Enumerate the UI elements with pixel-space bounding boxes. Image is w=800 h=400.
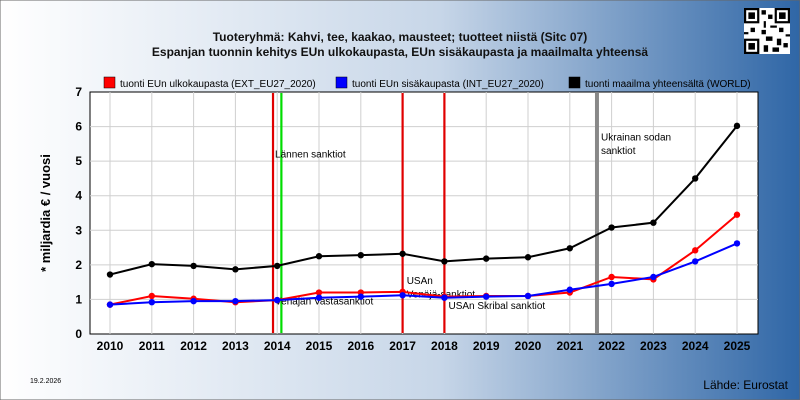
chart-title: Tuoteryhmä: Kahvi, tee, kaakao, mausteet… <box>212 30 588 44</box>
x-tick-label: 2019 <box>473 339 500 353</box>
data-point <box>315 289 323 296</box>
data-point <box>733 211 741 218</box>
x-tick-label: 2017 <box>389 339 416 353</box>
data-point <box>692 247 699 254</box>
chart-subtitle: Espanjan tuonnin kehitys EUn ulkokaupast… <box>151 45 649 59</box>
annotation-text: Venäjän Vastasanktiot <box>275 297 373 308</box>
x-tick-label: 2013 <box>222 339 249 353</box>
legend-label: tuonti EUn ulkokaupasta (EXT_EU27_2020) <box>120 79 316 90</box>
legend-swatch <box>335 76 348 89</box>
data-point <box>148 298 155 306</box>
data-point <box>357 251 364 259</box>
data-point <box>190 262 197 270</box>
data-point <box>692 258 699 265</box>
data-point <box>650 273 657 281</box>
grid <box>90 92 758 334</box>
y-tick-label: 0 <box>75 327 82 341</box>
x-tick-label: 2011 <box>139 339 165 353</box>
y-tick-label: 1 <box>75 292 82 306</box>
data-point <box>608 224 615 231</box>
data-point <box>232 297 239 305</box>
data-point <box>441 294 448 301</box>
legend-swatch <box>568 76 581 89</box>
data-point <box>106 301 114 308</box>
y-tick-label: 3 <box>75 223 82 237</box>
data-point <box>357 293 364 300</box>
annotations: Lännen sanktiot Venäjän Vastasanktiot USAn… <box>271 93 671 333</box>
y-tick-label: 7 <box>75 85 82 99</box>
x-tick-label: 2015 <box>306 339 333 353</box>
x-tick-label: 2021 <box>556 339 583 353</box>
x-tick-label: 2020 <box>515 339 542 353</box>
data-point <box>274 296 281 304</box>
qr-code-icon <box>744 8 790 54</box>
x-tick-label: 2014 <box>264 339 291 353</box>
data-point <box>315 294 323 301</box>
data-point <box>733 122 741 130</box>
x-tick-label: 2012 <box>180 339 207 353</box>
legend: tuonti EUn ulkokaupasta (EXT_EU27_2020) t… <box>103 76 751 90</box>
annotation-text: USAn <box>407 276 433 287</box>
y-tick-label: 5 <box>75 154 82 168</box>
data-point <box>566 245 573 252</box>
data-point <box>315 253 323 260</box>
annotation-text: Venäjä-sanktiot <box>407 290 476 301</box>
date-label: 19.2.2026 <box>30 378 62 385</box>
data-point <box>483 255 490 262</box>
data-point <box>608 280 615 288</box>
data-point <box>733 240 741 247</box>
data-point <box>650 219 657 226</box>
annotation-text: Ukrainan sodan <box>601 132 671 143</box>
data-point <box>274 262 281 270</box>
data-point <box>148 292 155 300</box>
x-tick-label: 2023 <box>640 339 667 353</box>
data-point <box>608 273 615 281</box>
data-point <box>524 292 532 300</box>
x-tick-label: 2016 <box>347 339 374 353</box>
data-point <box>399 250 406 257</box>
annotation-text: Lännen sanktiot <box>275 150 346 161</box>
data-point <box>106 271 114 278</box>
data-point <box>524 254 532 261</box>
data-point <box>483 293 490 300</box>
y-tick-label: 6 <box>75 120 82 134</box>
x-tick-label: 2024 <box>682 339 709 353</box>
x-tick-label: 2018 <box>431 339 458 353</box>
series-group <box>106 122 741 308</box>
source-label: Lähde: Eurostat <box>703 378 788 392</box>
data-point <box>441 258 448 265</box>
legend-label: tuonti maailma yhteensältä (WORLD) <box>585 79 751 90</box>
axes: 0 1 2 3 4 5 6 7 2010 2011 2012 2013 2014 2015 2016 2017… <box>75 85 750 353</box>
series-line <box>109 242 738 306</box>
x-tick-label: 2022 <box>598 339 625 353</box>
annotation-text: sanktiot <box>601 146 636 157</box>
y-axis-label: * miljardia € / vuosi <box>38 154 53 272</box>
legend-label: tuonti EUn sisäkaupasta (INT_EU27_2020) <box>352 79 544 90</box>
data-point <box>566 286 573 293</box>
data-point <box>148 260 155 268</box>
data-point <box>399 292 406 299</box>
x-tick-label: 2010 <box>97 339 124 353</box>
data-point <box>692 175 699 182</box>
x-tick-label: 2025 <box>724 339 751 353</box>
series-line <box>109 125 738 276</box>
data-point <box>232 266 239 273</box>
data-point <box>190 297 197 305</box>
legend-swatch <box>103 76 116 89</box>
annotation-text: USAn Skribal sanktiot <box>448 301 545 312</box>
y-tick-label: 4 <box>75 189 82 203</box>
y-tick-label: 2 <box>75 258 82 272</box>
